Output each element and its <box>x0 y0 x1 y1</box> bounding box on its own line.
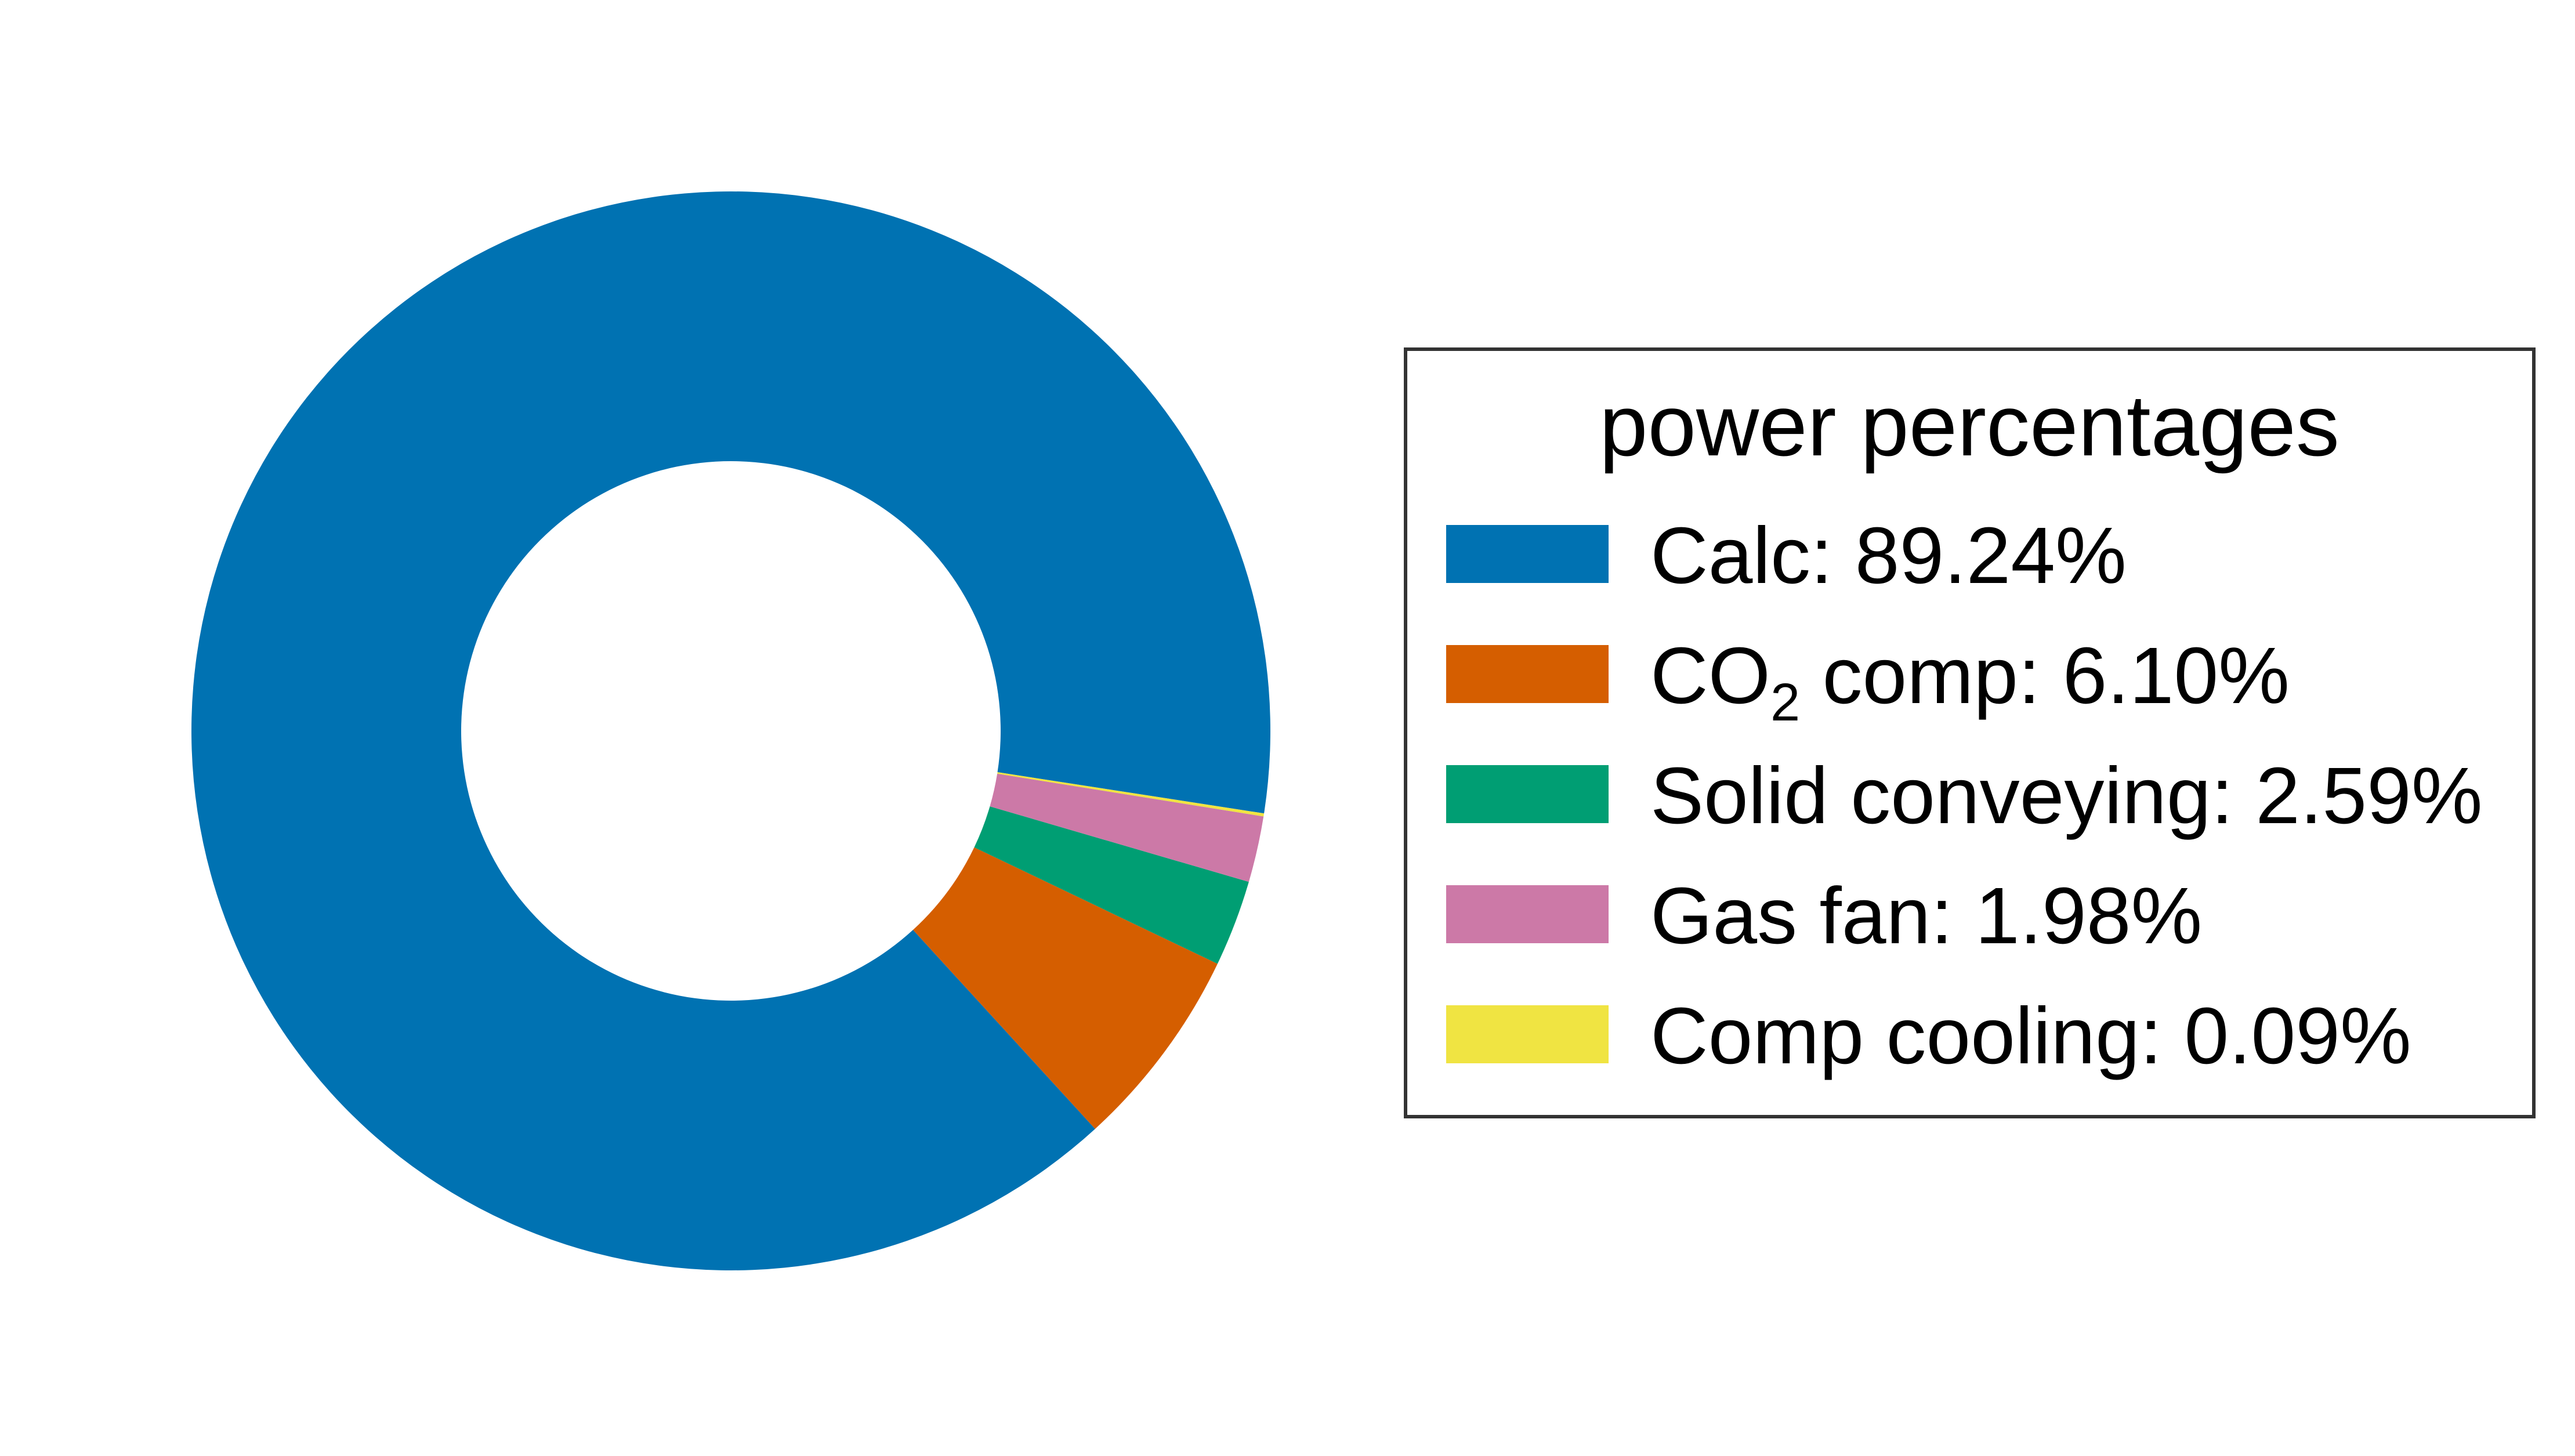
slice-solid-conveying <box>974 806 1249 964</box>
donut-slices <box>191 191 1271 1271</box>
legend-entries: Calc: 89.24% CO2 comp: 6.10% Solid conveyi… <box>1446 511 2483 1081</box>
legend-title: power percentages <box>1599 376 2339 474</box>
legend-label-gas-fan: Gas fan: 1.98% <box>1650 871 2202 961</box>
legend-swatch-solid-conveying <box>1446 765 1609 823</box>
legend-label-calc: Calc: 89.24% <box>1650 511 2127 600</box>
legend-label-comp-cooling: Comp cooling: 0.09% <box>1650 991 2411 1081</box>
legend-swatch-comp-cooling <box>1446 1005 1609 1063</box>
slice-calc <box>191 191 1271 1271</box>
legend-label-solid-conveying: Solid conveying: 2.59% <box>1650 751 2483 841</box>
legend-swatch-calc <box>1446 525 1609 583</box>
slice-comp-cooling <box>997 772 1265 817</box>
legend-swatch-co2-comp <box>1446 645 1609 703</box>
legend-label-co2-comp: CO2 comp: 6.10% <box>1650 631 2290 732</box>
legend-swatch-gas-fan <box>1446 885 1609 943</box>
legend-frame <box>1404 347 2536 1118</box>
slice-co2-comp <box>912 847 1218 1129</box>
slice-gas-fan <box>990 773 1264 882</box>
legend: power percentages Calc: 89.24% CO2 comp: … <box>1404 347 2536 1118</box>
